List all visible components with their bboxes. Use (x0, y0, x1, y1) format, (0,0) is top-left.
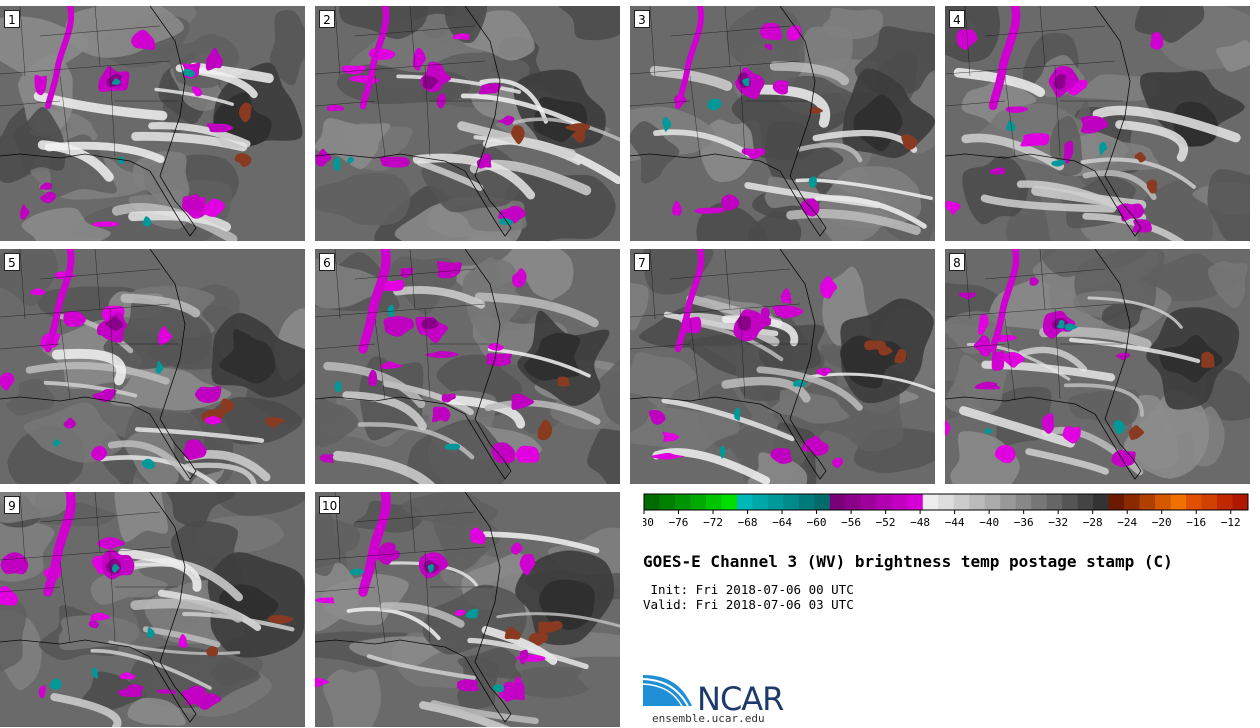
colorbar-tick-label: −32 (1048, 516, 1068, 529)
colorbar-swatch (922, 494, 939, 510)
colorbar-tick-label: −68 (738, 516, 758, 529)
colorbar-swatch (705, 494, 722, 510)
colorbar-swatch (984, 494, 1001, 510)
map-panel-1: 1 (0, 6, 305, 241)
colorbar-swatch (736, 494, 753, 510)
colorbar-tick-label: −12 (1221, 516, 1241, 529)
colorbar-swatch (845, 494, 862, 510)
panel-number: 3 (634, 10, 650, 28)
wv-brightness-map (630, 6, 935, 241)
colorbar-swatch (876, 494, 893, 510)
panel-number: 1 (4, 10, 20, 28)
map-panel-2: 2 (315, 6, 620, 241)
panel-number: 6 (319, 253, 335, 271)
colorbar-tick-label: −40 (979, 516, 999, 529)
colorbar-tick-label: −60 (807, 516, 827, 529)
colorbar-swatch (1000, 494, 1017, 510)
colorbar-tick-label: −80 (643, 516, 654, 529)
colorbar-swatch (659, 494, 676, 510)
colorbar-tick-label: −16 (1186, 516, 1206, 529)
colorbar-swatch (644, 494, 660, 510)
wv-brightness-map (0, 492, 305, 727)
colorbar-tick-label: −20 (1152, 516, 1172, 529)
panel-number: 2 (319, 10, 335, 28)
colorbar-swatch (752, 494, 769, 510)
colorbar-swatch (1015, 494, 1032, 510)
panel-number: 5 (4, 253, 20, 271)
wv-brightness-map (945, 249, 1250, 484)
map-panel-9: 9 (0, 492, 305, 727)
colorbar-swatch (1217, 494, 1234, 510)
colorbar-swatch (783, 494, 800, 510)
panel-number: 9 (4, 496, 20, 514)
colorbar-border (643, 493, 1249, 511)
colorbar-swatch (1155, 494, 1172, 510)
map-panel-6: 6 (315, 249, 620, 484)
colorbar-swatch (721, 494, 738, 510)
colorbar-swatch (938, 494, 955, 510)
colorbar-swatch (1186, 494, 1203, 510)
panel-number: 8 (949, 253, 965, 271)
colorbar-swatch (1232, 494, 1249, 510)
colorbar-tick-label: −48 (910, 516, 930, 529)
valid-time: Valid: Fri 2018-07-06 03 UTC (643, 597, 854, 612)
colorbar-swatch (674, 494, 691, 510)
colorbar-swatch (1093, 494, 1110, 510)
map-panel-4: 4 (945, 6, 1250, 241)
colorbar-tick-label: −64 (772, 516, 792, 529)
colorbar-tick-label: −52 (876, 516, 896, 529)
colorbar-swatch (1077, 494, 1094, 510)
colorbar-swatch (907, 494, 924, 510)
colorbar-swatch (953, 494, 970, 510)
init-time: Init: Fri 2018-07-06 00 UTC (643, 582, 854, 597)
colorbar-swatch (891, 494, 908, 510)
colorbar-tick-label: −28 (1083, 516, 1103, 529)
colorbar-swatch (1124, 494, 1141, 510)
colorbar-swatch (1170, 494, 1187, 510)
colorbar-tick-label: −76 (669, 516, 689, 529)
colorbar-tick-label: −24 (1117, 516, 1137, 529)
colorbar-swatch (1201, 494, 1218, 510)
colorbar-tick-label: −36 (1014, 516, 1034, 529)
map-panel-8: 8 (945, 249, 1250, 484)
colorbar-tick-label: −72 (703, 516, 723, 529)
panel-number: 10 (319, 496, 341, 514)
colorbar-swatch (1031, 494, 1048, 510)
figure-title: GOES-E Channel 3 (WV) brightness temp po… (643, 552, 1173, 571)
colorbar-swatch (798, 494, 815, 510)
map-panel-10: 10 (315, 492, 620, 727)
colorbar-tick-label: −56 (841, 516, 861, 529)
colorbar-tick-label: −44 (945, 516, 965, 529)
colorbar-swatch (1108, 494, 1125, 510)
map-panel-3: 3 (630, 6, 935, 241)
colorbar-swatch (1046, 494, 1063, 510)
colorbar-swatch (1062, 494, 1079, 510)
wv-brightness-map (315, 6, 620, 241)
colorbar-swatch (1139, 494, 1156, 510)
wv-brightness-map (315, 249, 620, 484)
logo-url: ensemble.ucar.edu (652, 712, 765, 725)
wv-brightness-map (630, 249, 935, 484)
ncar-logo-icon (642, 675, 692, 707)
colorbar: −80 −76 −72 −68 −64 −60 −56 −52 −48 −44 −40 −36 −32 −… (643, 493, 1249, 529)
map-panel-5: 5 (0, 249, 305, 484)
logo-text: NCAR (697, 680, 784, 718)
colorbar-swatch (690, 494, 707, 510)
panel-number: 4 (949, 10, 965, 28)
colorbar-swatch (814, 494, 831, 510)
panel-number: 7 (634, 253, 650, 271)
map-panel-7: 7 (630, 249, 935, 484)
wv-brightness-map (945, 6, 1250, 241)
wv-brightness-map (315, 492, 620, 727)
colorbar-swatch (860, 494, 877, 510)
colorbar-swatch (829, 494, 846, 510)
colorbar-swatch (969, 494, 986, 510)
colorbar-swatch (767, 494, 784, 510)
wv-brightness-map (0, 6, 305, 241)
wv-brightness-map (0, 249, 305, 484)
